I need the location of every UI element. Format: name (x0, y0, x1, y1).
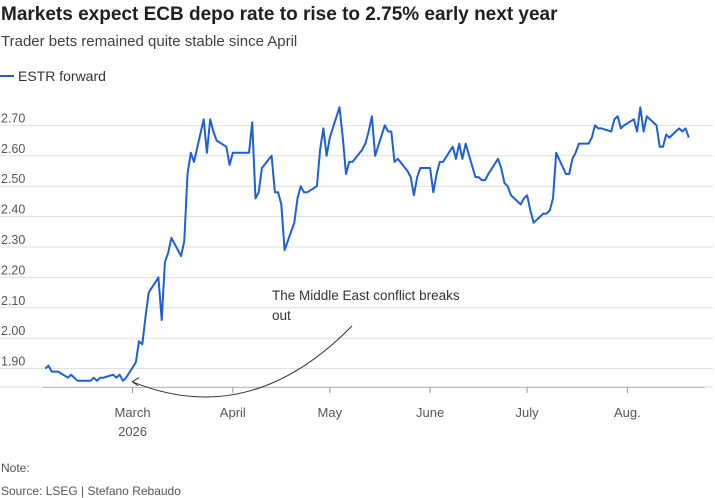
gridlines (0, 124, 713, 370)
x-axis: March 2026 April May June July Aug. (0, 386, 713, 439)
y-tick-label: 2.40 (1, 203, 25, 217)
x-tick-label: May (318, 405, 343, 420)
y-tick-label: 2.50 (1, 172, 25, 186)
y-tick-label: 2.00 (1, 324, 25, 338)
y-tick-label: 2.60 (1, 142, 25, 156)
series-line-estr-forward (44, 106, 690, 382)
legend-label: ESTR forward (18, 68, 106, 84)
series-layer (44, 106, 690, 382)
annotation: The Middle East conflict breaks out (131, 288, 460, 398)
annotation-text: The Middle East conflict breaks (272, 288, 460, 303)
x-tick-label: Aug. (614, 405, 641, 420)
x-tick-label: March (114, 405, 150, 420)
x-tick-label: July (516, 405, 540, 420)
footnote: Note: (1, 461, 30, 475)
annotation-arrow (131, 325, 353, 398)
y-tick-label: 2.70 (1, 111, 25, 125)
annotation-text: out (272, 308, 291, 323)
y-tick-label: 2.30 (1, 233, 25, 247)
x-tick-label: June (416, 405, 444, 420)
chart-subtitle: Trader bets remained quite stable since … (1, 33, 298, 50)
source-line: Source: LSEG | Stefano Rebaudo (1, 484, 181, 498)
y-tick-label: 2.10 (1, 294, 25, 308)
x-tick-sublabel: 2026 (118, 424, 147, 439)
y-axis-ticks: 1.90 2.00 2.10 2.20 2.30 2.40 2.50 2.60 2.70 (1, 111, 25, 368)
x-tick-label: April (220, 405, 246, 420)
y-tick-label: 2.20 (1, 263, 25, 277)
legend: ESTR forward (0, 67, 106, 85)
y-tick-label: 1.90 (1, 355, 25, 369)
legend-swatch (0, 75, 14, 77)
chart-title: Markets expect ECB depo rate to rise to … (1, 4, 558, 25)
annotation-arrowhead (131, 377, 140, 387)
